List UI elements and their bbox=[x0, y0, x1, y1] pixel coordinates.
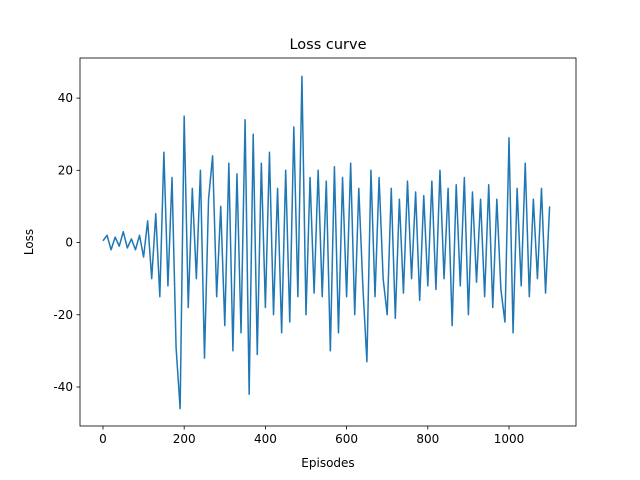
x-tick-label: 0 bbox=[99, 432, 107, 446]
y-tick-label: 20 bbox=[58, 163, 73, 177]
x-axis-label: Episodes bbox=[301, 456, 354, 470]
data-line bbox=[102, 75, 551, 410]
x-tick-label: 1000 bbox=[494, 432, 525, 446]
y-tick-label: -40 bbox=[53, 380, 73, 394]
x-tick-label: 400 bbox=[254, 432, 277, 446]
x-tick-label: 600 bbox=[335, 432, 358, 446]
y-tick-label: 40 bbox=[58, 91, 73, 105]
y-tick-label: -20 bbox=[53, 308, 73, 322]
y-axis-label: Loss bbox=[22, 229, 36, 255]
plot-frame bbox=[79, 57, 577, 427]
x-tick-label: 200 bbox=[173, 432, 196, 446]
chart-title: Loss curve bbox=[289, 37, 366, 53]
x-tick-label: 800 bbox=[416, 432, 439, 446]
y-tick-label: 0 bbox=[65, 236, 73, 250]
